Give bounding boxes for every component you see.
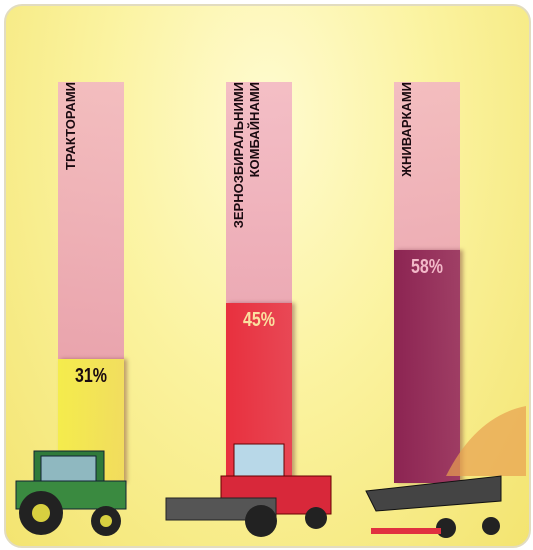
value-label: 58% [410,256,444,279]
tractor [15,450,127,536]
value-label: 45% [242,308,276,331]
machines [15,406,526,538]
combine [165,443,332,537]
value-label: 31% [74,364,108,387]
chart: ТРАКТОРАМИ 31% ЗЕРНОЗБИРАЛЬНИМИ КОМБАЙНАМИ… [4,4,531,548]
bar [394,250,460,483]
reaper [365,406,526,538]
